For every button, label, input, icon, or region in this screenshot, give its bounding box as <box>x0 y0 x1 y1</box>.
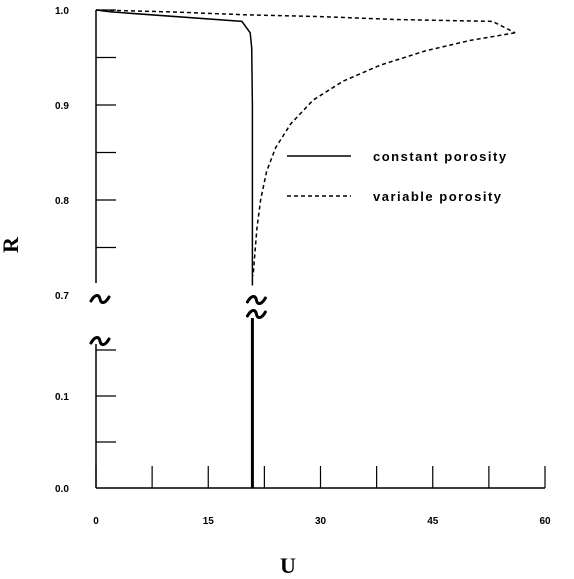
ticks: 0 15 30 45 60 0.7 0.8 0.9 1.0 0.0 0.1 <box>55 6 551 527</box>
x-tick-label: 15 <box>203 516 215 527</box>
legend-label-constant: constant porosity <box>373 149 508 164</box>
series <box>95 9 516 488</box>
series-break-upper <box>245 295 267 305</box>
x-tick-label: 0 <box>93 516 99 527</box>
y-axis-title: R <box>0 236 23 253</box>
axis-breaks <box>86 288 267 346</box>
y-axis-break-upper <box>89 294 111 304</box>
x-axis-title: U <box>280 553 296 578</box>
y-tick-label: 0.0 <box>55 484 69 495</box>
y-tick-label: 1.0 <box>55 6 69 17</box>
y-axis-break-lower <box>89 336 111 346</box>
y-tick-label: 0.7 <box>55 291 69 302</box>
series-constant-porosity-upper <box>95 9 254 286</box>
x-tick-label: 30 <box>315 516 327 527</box>
series-variable-porosity-top <box>95 9 516 34</box>
legend-label-variable: variable porosity <box>373 189 503 204</box>
series-break-lower <box>245 309 267 319</box>
y-tick-label: 0.1 <box>55 392 69 403</box>
series-variable-porosity-curve <box>252 32 516 277</box>
y-tick-label: 0.8 <box>55 196 69 207</box>
x-tick-label: 60 <box>539 516 551 527</box>
x-tick-label: 45 <box>427 516 439 527</box>
axes <box>95 10 545 489</box>
y-tick-label: 0.9 <box>55 101 69 112</box>
legend: constant porosity variable porosity <box>287 149 508 204</box>
